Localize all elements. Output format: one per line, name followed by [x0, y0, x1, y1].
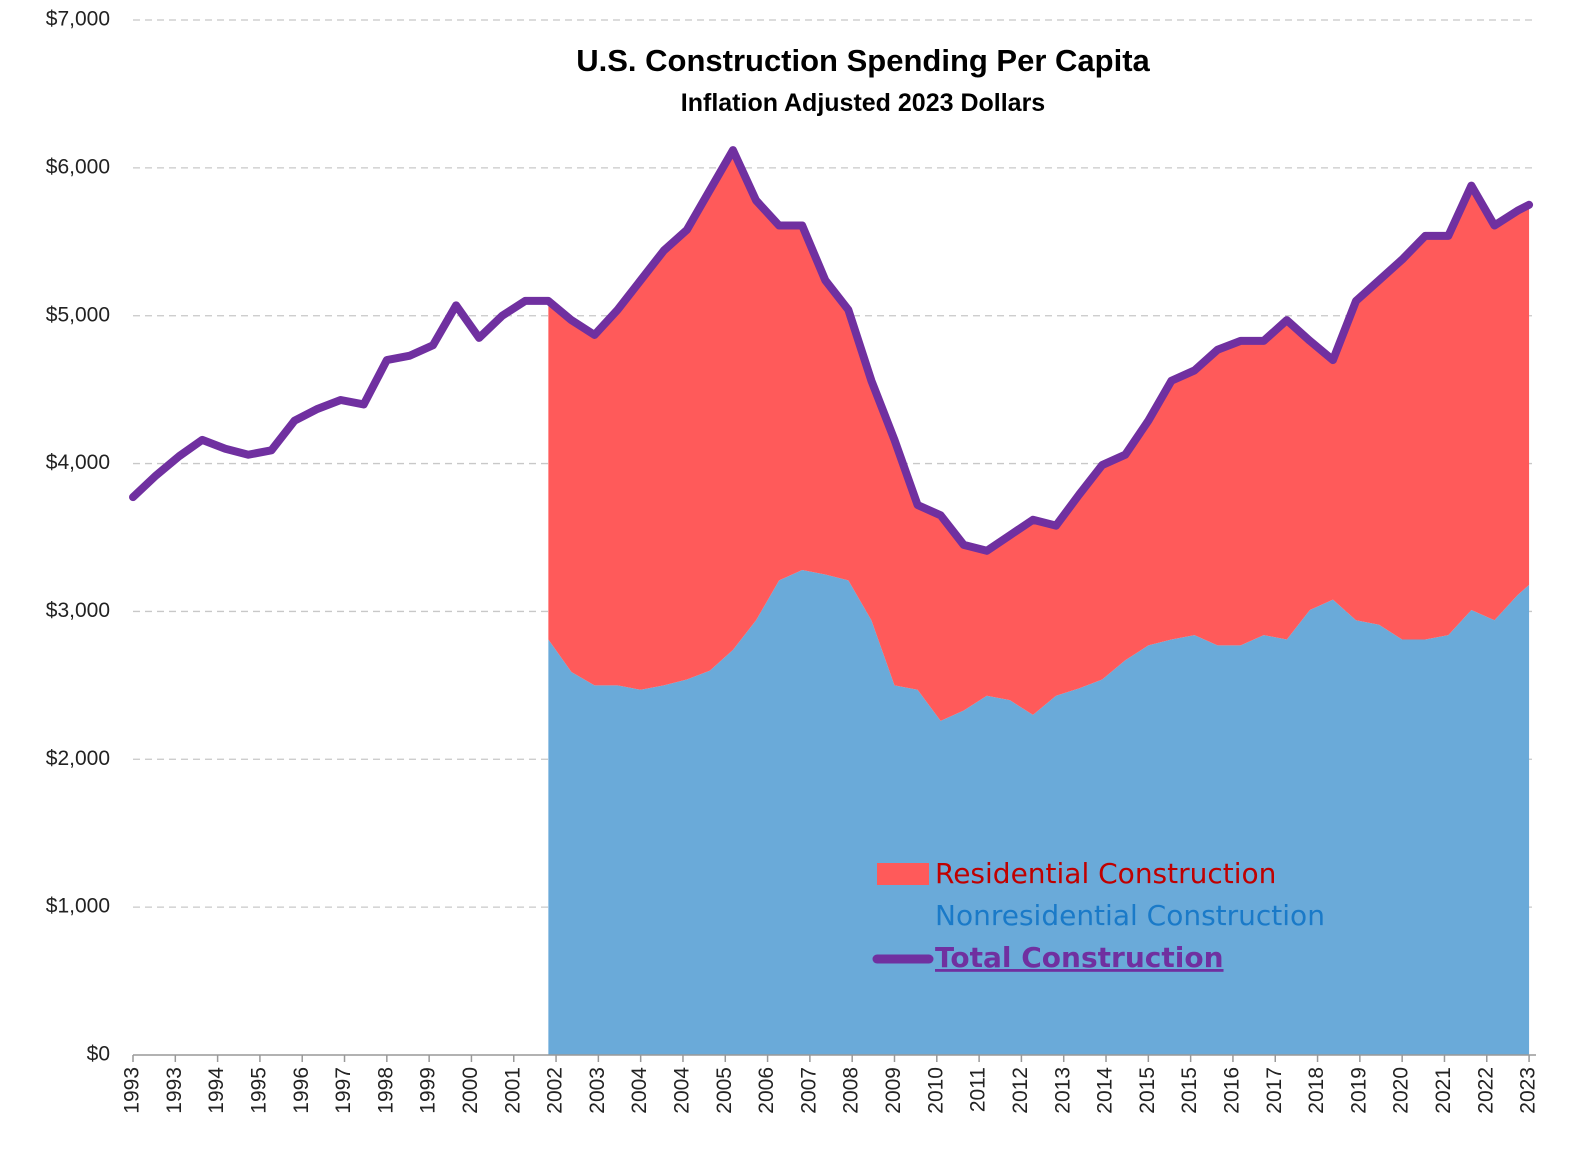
x-tick-label: 2012	[1009, 1067, 1032, 1114]
legend-swatch	[877, 905, 929, 927]
x-tick-label: 2013	[1051, 1067, 1074, 1114]
chart-subtitle: Inflation Adjusted 2023 Dollars	[681, 89, 1045, 117]
y-tick-label: $6,000	[46, 155, 110, 178]
x-tick-label: 2015	[1136, 1067, 1159, 1114]
x-tick-label: 2015	[1178, 1067, 1201, 1114]
x-tick-label: 2019	[1347, 1067, 1370, 1114]
x-tick-label: 2020	[1390, 1067, 1413, 1114]
x-tick-label: 2005	[713, 1067, 736, 1114]
x-tick-label: 1998	[374, 1067, 397, 1114]
y-tick-label: $7,000	[46, 8, 110, 31]
x-tick-label: 1994	[205, 1067, 228, 1114]
y-tick-label: $5,000	[46, 303, 110, 326]
x-tick-label: 2010	[924, 1067, 947, 1114]
y-tick-label: $1,000	[46, 895, 110, 918]
x-tick-label: 1996	[290, 1067, 313, 1114]
x-tick-label: 2017	[1263, 1067, 1286, 1114]
x-tick-label: 1995	[247, 1067, 270, 1114]
chart-title: U.S. Construction Spending Per Capita	[576, 43, 1150, 78]
x-tick-label: 2016	[1220, 1067, 1243, 1114]
x-tick-label: 1993	[121, 1067, 144, 1114]
x-tick-label: 2008	[840, 1067, 863, 1114]
x-tick-label: 1997	[332, 1067, 355, 1114]
x-tick-label: 2014	[1094, 1067, 1117, 1114]
line	[129, 146, 1534, 555]
x-tick-label: 2001	[501, 1067, 524, 1114]
x-tick-label: 2004	[671, 1067, 694, 1114]
y-tick-label: $0	[87, 1043, 110, 1066]
x-tick-label: 2021	[1432, 1067, 1455, 1114]
legend-swatch	[877, 863, 929, 885]
plot-area	[129, 19, 1536, 1055]
x-tick-label: 2011	[967, 1067, 990, 1112]
y-tick-label: $3,000	[46, 599, 110, 622]
legend-label: Total Construction	[935, 941, 1224, 974]
x-tick-label: 1999	[417, 1067, 440, 1114]
x-tick-label: 2018	[1305, 1067, 1328, 1114]
y-tick-label: $2,000	[46, 747, 110, 770]
x-tick-label: 2004	[628, 1067, 651, 1114]
x-tick-label: 2023	[1517, 1067, 1540, 1114]
x-tick-label: 2000	[459, 1067, 482, 1114]
x-tick-label: 2003	[586, 1067, 609, 1114]
legend-label: Residential Construction	[935, 857, 1276, 890]
x-tick-label: 2022	[1474, 1067, 1497, 1114]
legend-label: Nonresidential Construction	[935, 899, 1325, 932]
x-tick-label: 2007	[797, 1067, 820, 1114]
area	[548, 150, 1530, 721]
x-tick-label: 2006	[755, 1067, 778, 1114]
y-tick-label: $4,000	[46, 451, 110, 474]
x-tick-label: 2002	[544, 1067, 567, 1114]
x-tick-label: 2009	[882, 1067, 905, 1114]
area	[548, 570, 1530, 1055]
x-tick-label: 1993	[163, 1067, 186, 1114]
